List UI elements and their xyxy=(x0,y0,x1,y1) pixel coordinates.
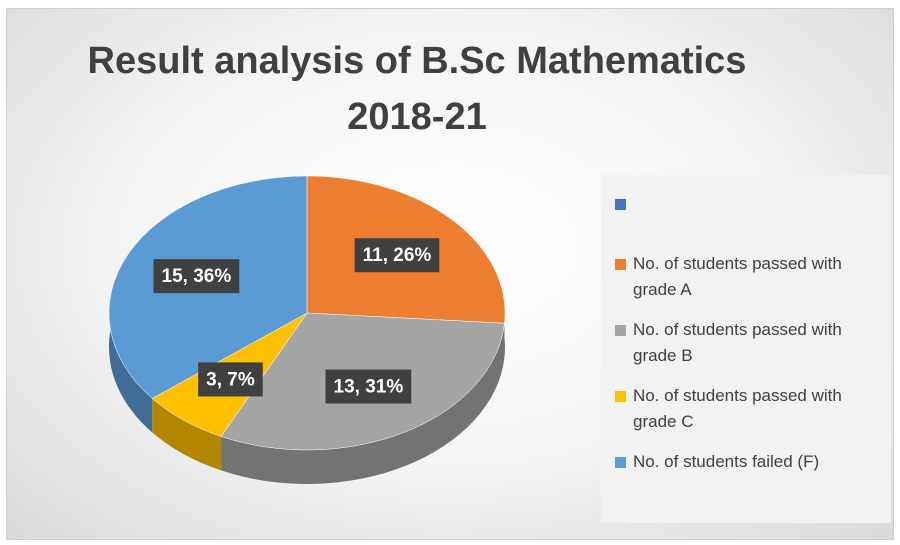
legend-swatch xyxy=(615,457,626,468)
pie-area: 11, 26% 13, 31% 3, 7% 15, 36% xyxy=(108,175,506,484)
data-label-box xyxy=(198,362,263,397)
data-label: 15, 36% xyxy=(153,259,240,294)
legend-swatch xyxy=(615,325,626,336)
chart: Result analysis of B.Sc Mathematics 2018… xyxy=(6,8,894,540)
data-label: 11, 26% xyxy=(354,238,440,273)
slice-side xyxy=(152,398,222,471)
data-label-text: 13, 31% xyxy=(334,377,404,398)
legend-label: No. of students passed with grade C xyxy=(633,386,842,431)
slice-side xyxy=(221,323,505,484)
legend-swatch xyxy=(615,391,626,402)
legend-label: No. of students passed with grade A xyxy=(633,254,842,299)
data-label-text: 11, 26% xyxy=(363,245,432,266)
legend-entry: No. of students passed with grade B xyxy=(601,317,891,369)
legend-entry xyxy=(601,191,891,217)
data-label-box xyxy=(153,259,240,294)
legend-entry: No. of students passed with grade C xyxy=(601,383,891,435)
legend: No. of students passed with grade A No. o… xyxy=(601,175,891,523)
legend-label: No. of students passed with grade B xyxy=(633,320,842,365)
data-label-text: 3, 7% xyxy=(206,369,255,390)
legend-entry: No. of students passed with grade A xyxy=(601,251,891,303)
data-label-text: 15, 36% xyxy=(162,266,232,287)
chart-title: Result analysis of B.Sc Mathematics 2018… xyxy=(87,40,747,138)
data-label: 13, 31% xyxy=(325,369,412,404)
legend-label: No. of students failed (F) xyxy=(633,452,820,471)
legend-entry: No. of students failed (F) xyxy=(601,449,891,475)
data-label-box xyxy=(354,238,440,273)
legend-swatch xyxy=(615,259,626,270)
data-label-box xyxy=(325,369,412,404)
legend-swatch xyxy=(615,199,626,210)
data-label: 3, 7% xyxy=(198,362,263,397)
